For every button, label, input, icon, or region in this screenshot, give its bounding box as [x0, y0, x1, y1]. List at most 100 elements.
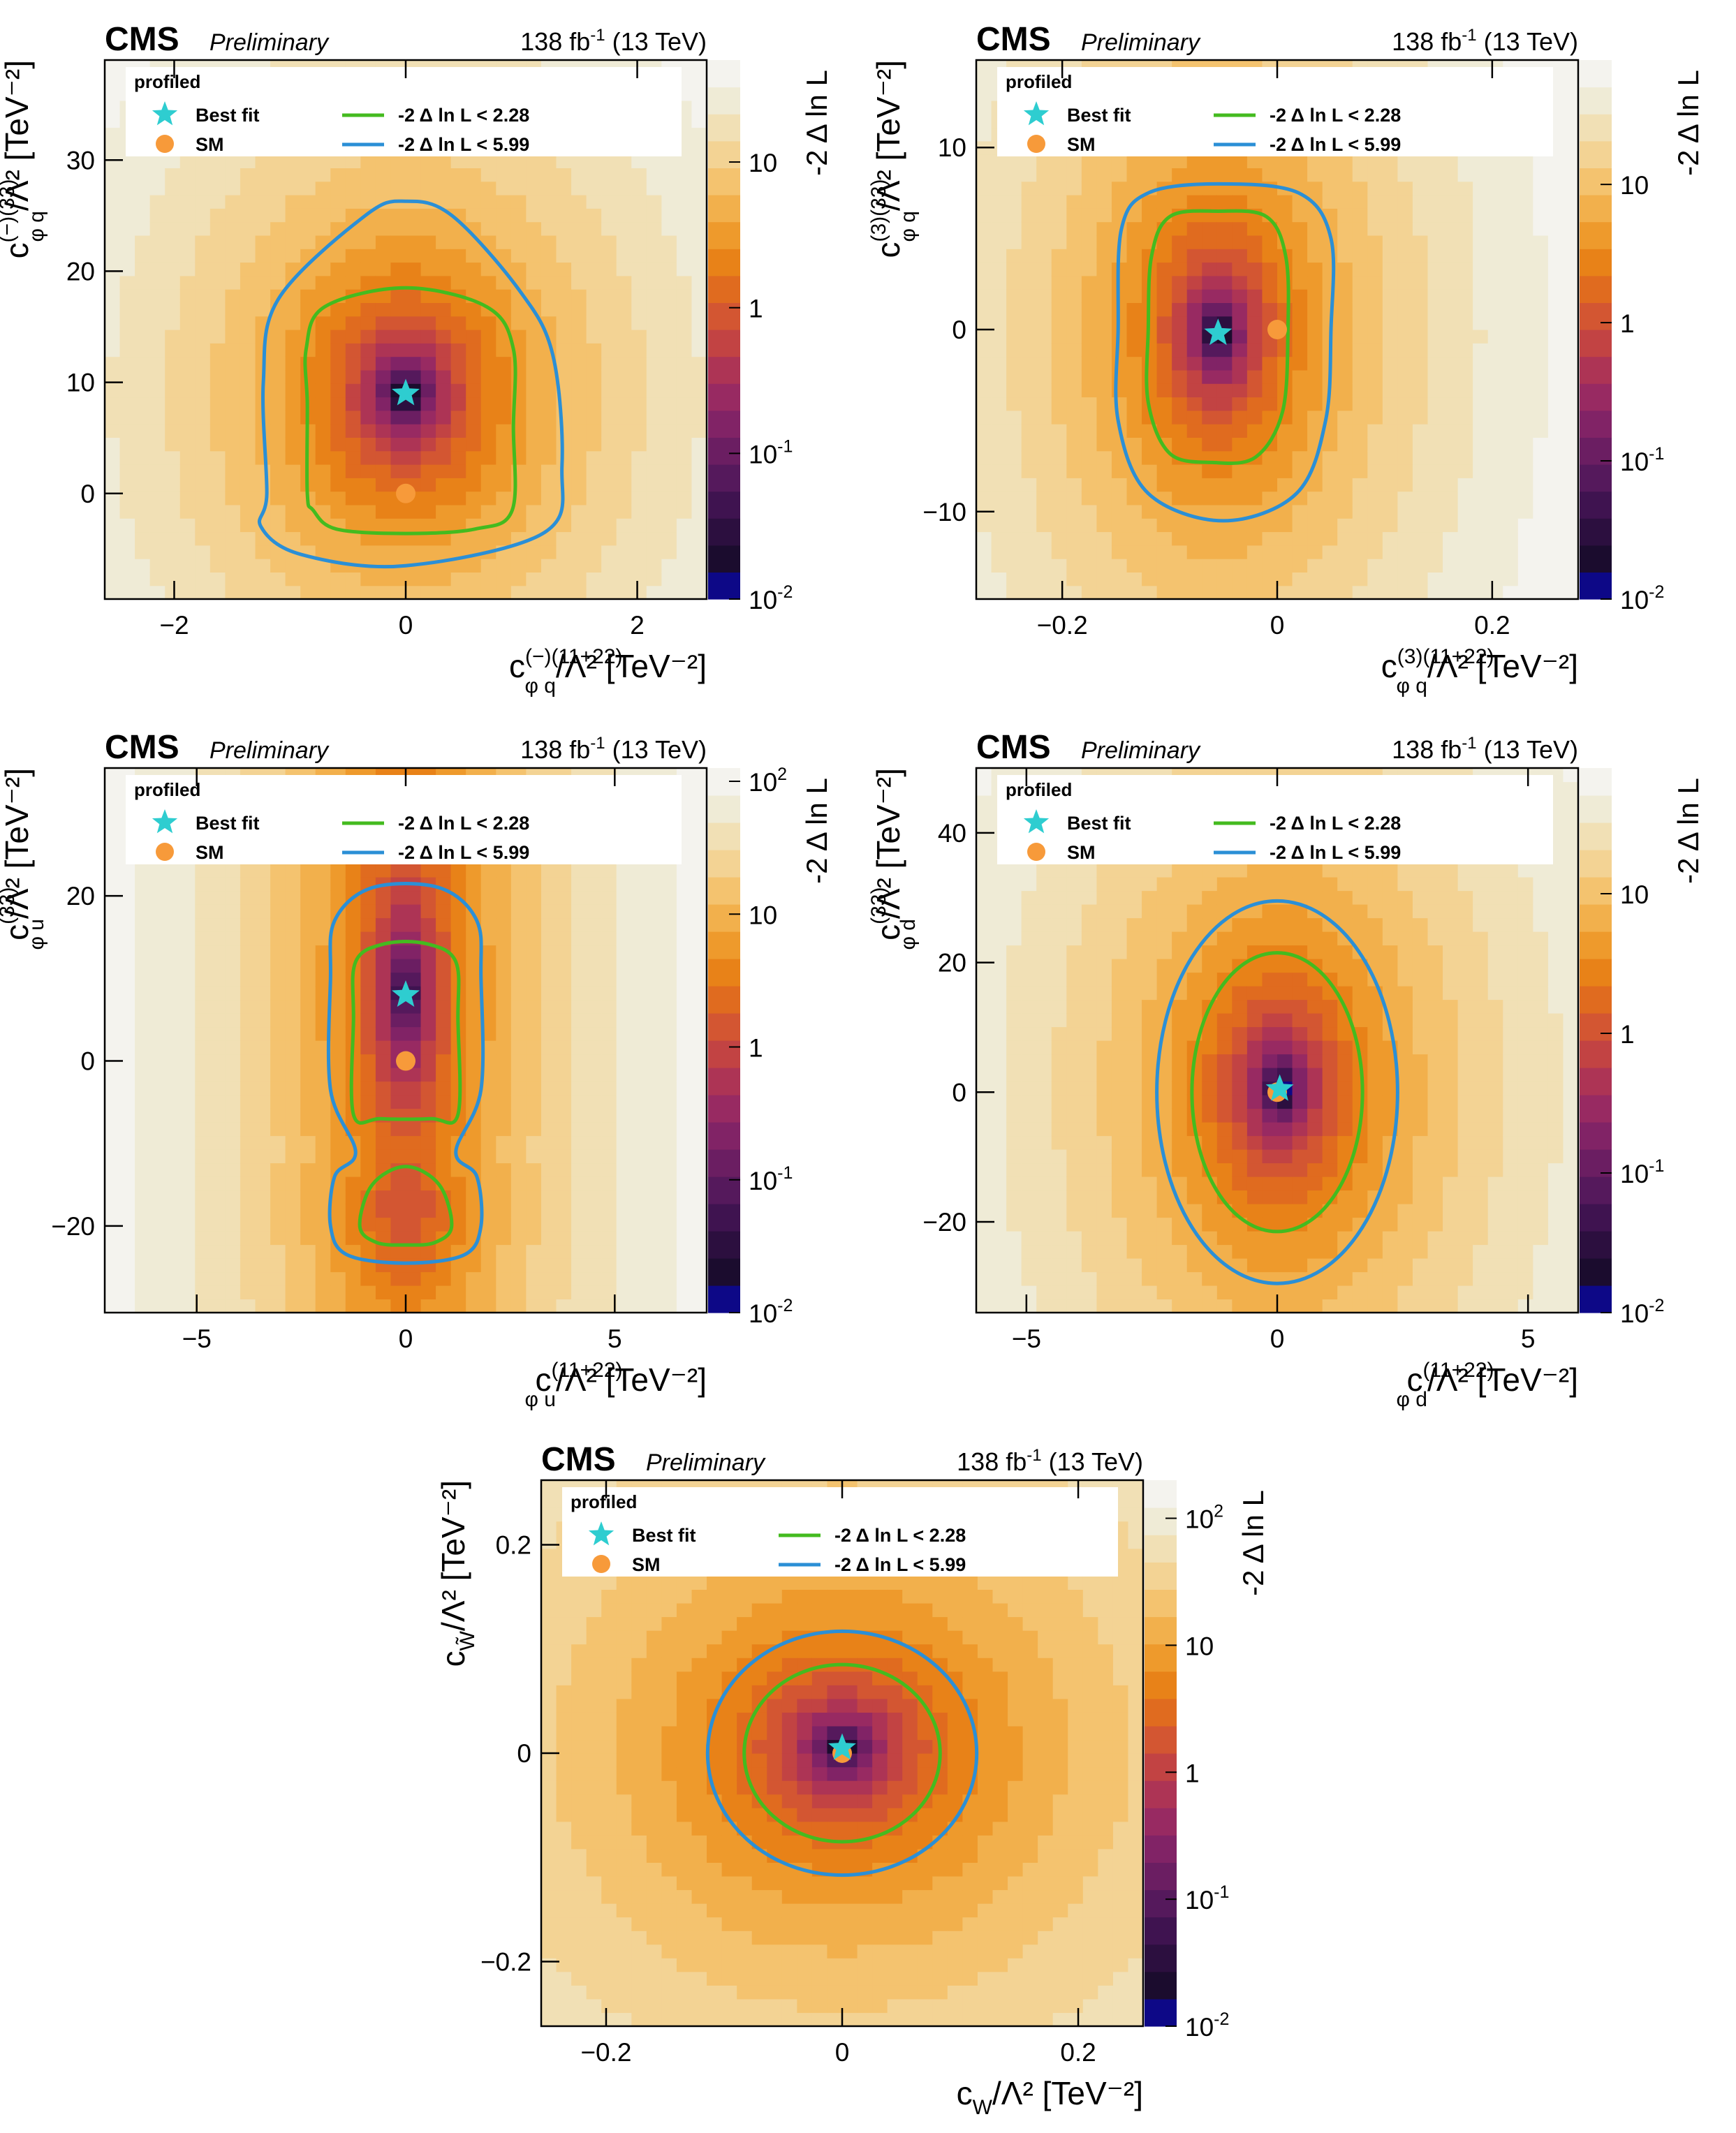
heatmap-cell	[1352, 221, 1368, 236]
heatmap-cell	[661, 1271, 677, 1286]
heatmap-cell	[676, 1013, 693, 1028]
heatmap-cell	[1081, 504, 1097, 519]
heatmap-cell	[105, 73, 121, 88]
heatmap-cell	[691, 478, 707, 492]
heatmap-cell	[1382, 316, 1398, 330]
heatmap-cell	[601, 275, 617, 290]
heatmap-cell	[135, 986, 151, 1001]
heatmap-cell	[526, 437, 542, 452]
heatmap-cell	[586, 195, 602, 209]
heatmap-cell	[571, 369, 587, 384]
heatmap-cell	[496, 931, 512, 946]
heatmap-cell	[420, 424, 436, 438]
heatmap-cell	[1367, 330, 1383, 344]
heatmap-cell	[526, 945, 542, 959]
heatmap-cell	[631, 154, 647, 168]
heatmap-cell	[661, 572, 677, 586]
heatmap-cell	[526, 424, 542, 438]
heatmap-cell	[149, 464, 165, 478]
heatmap-cell	[225, 1026, 241, 1041]
heatmap-cell	[1066, 491, 1082, 505]
heatmap-cell	[179, 383, 196, 398]
heatmap-cell	[315, 168, 331, 182]
heatmap-cell	[119, 972, 135, 987]
heatmap-cell	[556, 1244, 572, 1259]
heatmap-cell	[1277, 545, 1293, 559]
heatmap-cell	[646, 945, 662, 959]
heatmap-cell	[586, 559, 602, 573]
heatmap-cell	[466, 1026, 482, 1041]
heatmap-cell	[1186, 424, 1202, 438]
heatmap-cell	[1292, 410, 1308, 425]
heatmap-cell	[1547, 383, 1564, 398]
x-tick-label: −0.2	[1037, 611, 1088, 640]
heatmap-cell	[496, 917, 512, 932]
heatmap-cell	[240, 1217, 256, 1232]
heatmap-cell	[165, 289, 181, 303]
heatmap-cell	[496, 1135, 512, 1150]
heatmap-cell	[976, 572, 992, 586]
heatmap-cell	[466, 181, 482, 195]
x-tick-label: −5	[182, 1324, 212, 1353]
heatmap-cell	[571, 531, 587, 546]
heatmap-cell	[119, 249, 135, 263]
heatmap-cell	[105, 289, 121, 303]
heatmap-cell	[240, 1190, 256, 1204]
heatmap-cell	[345, 302, 361, 317]
heatmap-cell	[480, 154, 496, 168]
heatmap-cell	[616, 518, 632, 533]
heatmap-cell	[1277, 450, 1293, 465]
heatmap-cell	[1533, 491, 1549, 505]
heatmap-cell	[676, 1204, 693, 1218]
heatmap-cell	[466, 478, 482, 492]
heatmap-cell	[436, 931, 452, 946]
heatmap-cell	[209, 545, 226, 559]
heatmap-cell	[480, 559, 496, 573]
heatmap-cell	[496, 343, 512, 357]
heatmap-cell	[631, 330, 647, 344]
heatmap-cell	[1307, 356, 1323, 371]
heatmap-cell	[105, 585, 121, 600]
heatmap-cell	[571, 383, 587, 398]
heatmap-cell	[330, 1040, 346, 1055]
heatmap-cell	[601, 249, 617, 263]
heatmap-cell	[631, 221, 647, 236]
heatmap-cell	[1186, 356, 1202, 371]
heatmap-cell	[1307, 545, 1323, 559]
heatmap-cell	[1156, 397, 1172, 411]
heatmap-cell	[540, 559, 557, 573]
heatmap-cell	[661, 450, 677, 465]
heatmap-cell	[480, 877, 496, 892]
heatmap-cell	[540, 1135, 557, 1150]
heatmap-cell	[661, 356, 677, 371]
heatmap-cell	[480, 1176, 496, 1191]
heatmap-cell	[1232, 383, 1248, 398]
heatmap-cell	[149, 1068, 165, 1082]
heatmap-cell	[496, 877, 512, 892]
heatmap-cell	[601, 464, 617, 478]
heatmap-cell	[330, 154, 346, 168]
heatmap-cell	[360, 424, 376, 438]
heatmap-cell	[1292, 208, 1308, 223]
heatmap-cell	[661, 945, 677, 959]
heatmap-cell	[1322, 491, 1338, 505]
heatmap-cell	[345, 931, 361, 946]
heatmap-cell	[571, 478, 587, 492]
heatmap-cell	[496, 585, 512, 600]
heatmap-cell	[420, 343, 436, 357]
heatmap-cell	[1021, 168, 1037, 182]
heatmap-cell	[1517, 572, 1533, 586]
heatmap-cell	[480, 1285, 496, 1300]
heatmap-cell	[1021, 208, 1037, 223]
heatmap-cell	[1517, 424, 1533, 438]
heatmap-cell	[1036, 302, 1052, 317]
heatmap-cell	[571, 1176, 587, 1191]
heatmap-cell	[691, 1122, 707, 1137]
heatmap-cell	[345, 195, 361, 209]
heatmap-cell	[1232, 585, 1248, 600]
heatmap-cell	[1036, 545, 1052, 559]
heatmap-cell	[119, 531, 135, 546]
heatmap-cell	[691, 491, 707, 505]
heatmap-cell	[375, 1122, 392, 1137]
